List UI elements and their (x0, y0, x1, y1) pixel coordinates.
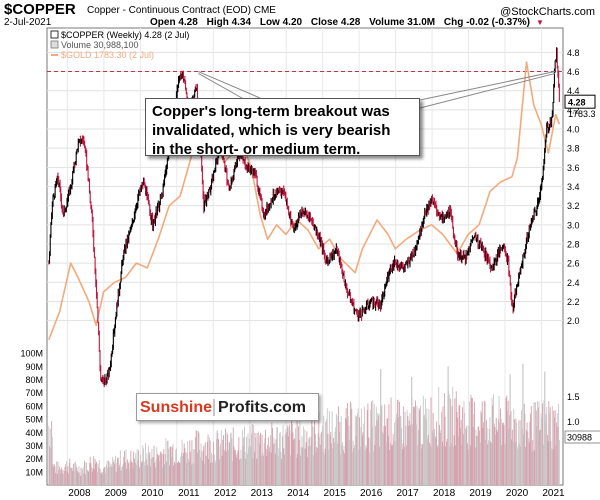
volume-bars (48, 363, 560, 485)
brand-link[interactable]: @StockCharts.com (500, 6, 595, 18)
volume-value: Volume 31.0M (369, 17, 436, 28)
copyright-prefix: @ (500, 6, 512, 18)
year-tick-label: 2016 (360, 488, 383, 499)
price-tick-label: 3.8 (567, 144, 580, 154)
price-tick-label: 2.0 (567, 316, 580, 326)
year-tick-label: 2021 (542, 488, 565, 499)
volume-tick-label: 60M (25, 401, 43, 411)
legend-volume-swatch (50, 40, 59, 49)
volume-axis: 10M 20M 30M 40M 50M 60M 70M 80M 90M 100M 1.5 1.0 (20, 349, 579, 478)
legend-gold-label: $GOLD 1783.30 (2 Jul) (61, 50, 154, 60)
year-tick-label: 2011 (178, 488, 200, 499)
exchange-text: CME (253, 5, 276, 16)
volume-tick-label: 10M (25, 467, 43, 477)
symbol-description: Copper - Continuous Contract (EOD) CME (87, 5, 276, 16)
volume-tick-label: 100M (20, 349, 43, 359)
legend-copper-swatch (50, 30, 59, 39)
year-tick-label: 2020 (506, 488, 529, 499)
volume-tick-label: 30M (25, 441, 43, 451)
high-value: High 4.34 (206, 17, 252, 28)
close-value: Close 4.28 (310, 17, 361, 28)
year-tick-label: 2018 (433, 488, 456, 499)
sunshine-profits-logo: Sunshine Profits.com (136, 393, 319, 421)
gold-series (48, 61, 561, 341)
last-price-label: 4.28 (568, 98, 586, 108)
price-tick-label: 4.2 (567, 105, 580, 115)
price-tick-label: 4.0 (567, 125, 580, 135)
low-value: Low 4.20 (259, 17, 303, 28)
quote-date: 2-Jul-2021 (4, 17, 52, 28)
logo-part-profits: Profits.com (213, 399, 307, 416)
price-tick-label: 3.4 (567, 182, 580, 192)
year-tick-label: 2017 (396, 488, 419, 499)
date-axis: 2008 2009 2010 2011 2012 2013 2014 2015 2016 2017… (68, 488, 565, 499)
price-tick-label: 2.4 (567, 278, 580, 288)
logo-part-sunshine: Sunshine (140, 399, 213, 416)
year-tick-label: 2014 (287, 488, 310, 499)
ohlc-summary: Open 4.28 High 4.34 Low 4.20 Close 4.28 … (150, 17, 550, 28)
callout-pointers (198, 71, 556, 109)
year-tick-label: 2015 (324, 488, 347, 499)
volume-tick-label: 70M (25, 388, 43, 398)
price-tick-label: 3.2 (567, 201, 580, 211)
volume-tick-label: 40M (25, 428, 43, 438)
brand-name: StockCharts.com (511, 6, 595, 18)
year-tick-label: 2019 (469, 488, 492, 499)
price-tick-label: 3.0 (567, 220, 580, 230)
price-tick-label: 2.2 (567, 297, 580, 307)
symbol-title: $COPPER (4, 1, 76, 18)
pointer-line-2021-b (419, 72, 556, 109)
annotation-line-1: Copper's long-term breakout was (152, 103, 390, 120)
pointer-line-2011-b (198, 73, 243, 99)
price-tick-label: 4.4 (567, 86, 580, 96)
volume-last-box (564, 430, 600, 444)
last-price-box (564, 94, 596, 109)
volume-tick-label: 20M (25, 454, 43, 464)
pointer-line-2011-a (198, 71, 261, 99)
volume-last-label: 30988 (567, 433, 592, 443)
year-tick-label: 2008 (68, 488, 91, 499)
volume-tick-label: 90M (25, 362, 43, 372)
price-tick-label: 4.6 (567, 67, 580, 77)
price-tick-label: 4.8 (567, 48, 580, 58)
open-value: Open 4.28 (150, 17, 198, 28)
annotation-line-2: invalidated, which is very bearish (152, 122, 391, 139)
copper-series (48, 47, 560, 388)
volume-right-tick-label: 1.5 (567, 392, 580, 402)
gold-line (48, 61, 561, 341)
year-tick-label: 2012 (214, 488, 237, 499)
volume-tick-label: 50M (25, 415, 43, 425)
year-tick-label: 2009 (105, 488, 128, 499)
down-arrow-icon: ▼ (536, 18, 544, 27)
legend-copper-label: $COPPER (Weekly) 4.28 (2 Jul) (61, 30, 189, 40)
year-tick-label: 2013 (251, 488, 274, 499)
price-tick-label: 2.8 (567, 239, 580, 249)
year-tick-label: 2010 (141, 488, 164, 499)
gold-last-label: 1783.3 (568, 109, 596, 119)
volume-tick-label: 80M (25, 375, 43, 385)
volume-right-tick-label: 1.0 (567, 417, 580, 427)
annotation-line-3: in the short- or medium term. (152, 141, 361, 158)
legend-volume-label: Volume 30,988,100 (61, 40, 139, 50)
change-value: Chg -0.02 (-0.37%) (443, 17, 531, 28)
price-tick-label: 2.6 (567, 259, 580, 269)
description-text: Copper - Continuous Contract (EOD) (87, 5, 251, 16)
price-axis: 2.0 2.2 2.4 2.6 2.8 3.0 3.2 3.4 3.6 3.8 4.0 4.2 4.4 4… (567, 48, 580, 326)
annotation-callout: Copper's long-term breakout was invalida… (145, 98, 420, 158)
price-tick-label: 3.6 (567, 163, 580, 173)
pointer-line-2021-a (419, 71, 556, 101)
legend: $COPPER (Weekly) 4.28 (2 Jul)Volume 30,9… (50, 30, 189, 60)
